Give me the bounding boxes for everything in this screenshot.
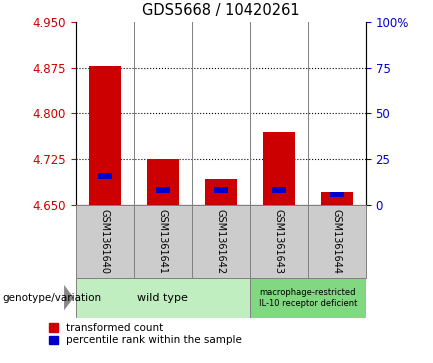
- Bar: [250, 205, 308, 278]
- Bar: [321, 192, 353, 205]
- Bar: [308, 205, 366, 278]
- Bar: [76, 205, 134, 278]
- Bar: [147, 159, 179, 205]
- Bar: [250, 278, 366, 318]
- Text: GSM1361642: GSM1361642: [216, 209, 226, 274]
- Text: GSM1361644: GSM1361644: [332, 209, 342, 274]
- Bar: [97, 173, 112, 179]
- Bar: [330, 192, 344, 197]
- Text: wild type: wild type: [137, 293, 188, 303]
- Bar: [192, 205, 250, 278]
- Bar: [213, 187, 228, 193]
- Bar: [89, 66, 121, 205]
- Text: macrophage-restricted
IL-10 receptor deficient: macrophage-restricted IL-10 receptor def…: [259, 287, 357, 308]
- Text: genotype/variation: genotype/variation: [2, 293, 101, 303]
- Text: GSM1361641: GSM1361641: [158, 209, 168, 274]
- Text: GSM1361643: GSM1361643: [274, 209, 284, 274]
- Legend: transformed count, percentile rank within the sample: transformed count, percentile rank withi…: [48, 323, 242, 346]
- Bar: [134, 205, 192, 278]
- Bar: [263, 132, 295, 205]
- Polygon shape: [64, 285, 74, 310]
- Bar: [155, 187, 170, 193]
- Title: GDS5668 / 10420261: GDS5668 / 10420261: [142, 3, 300, 18]
- Bar: [76, 278, 250, 318]
- Bar: [205, 179, 237, 205]
- Bar: [271, 187, 286, 193]
- Text: GSM1361640: GSM1361640: [100, 209, 110, 274]
